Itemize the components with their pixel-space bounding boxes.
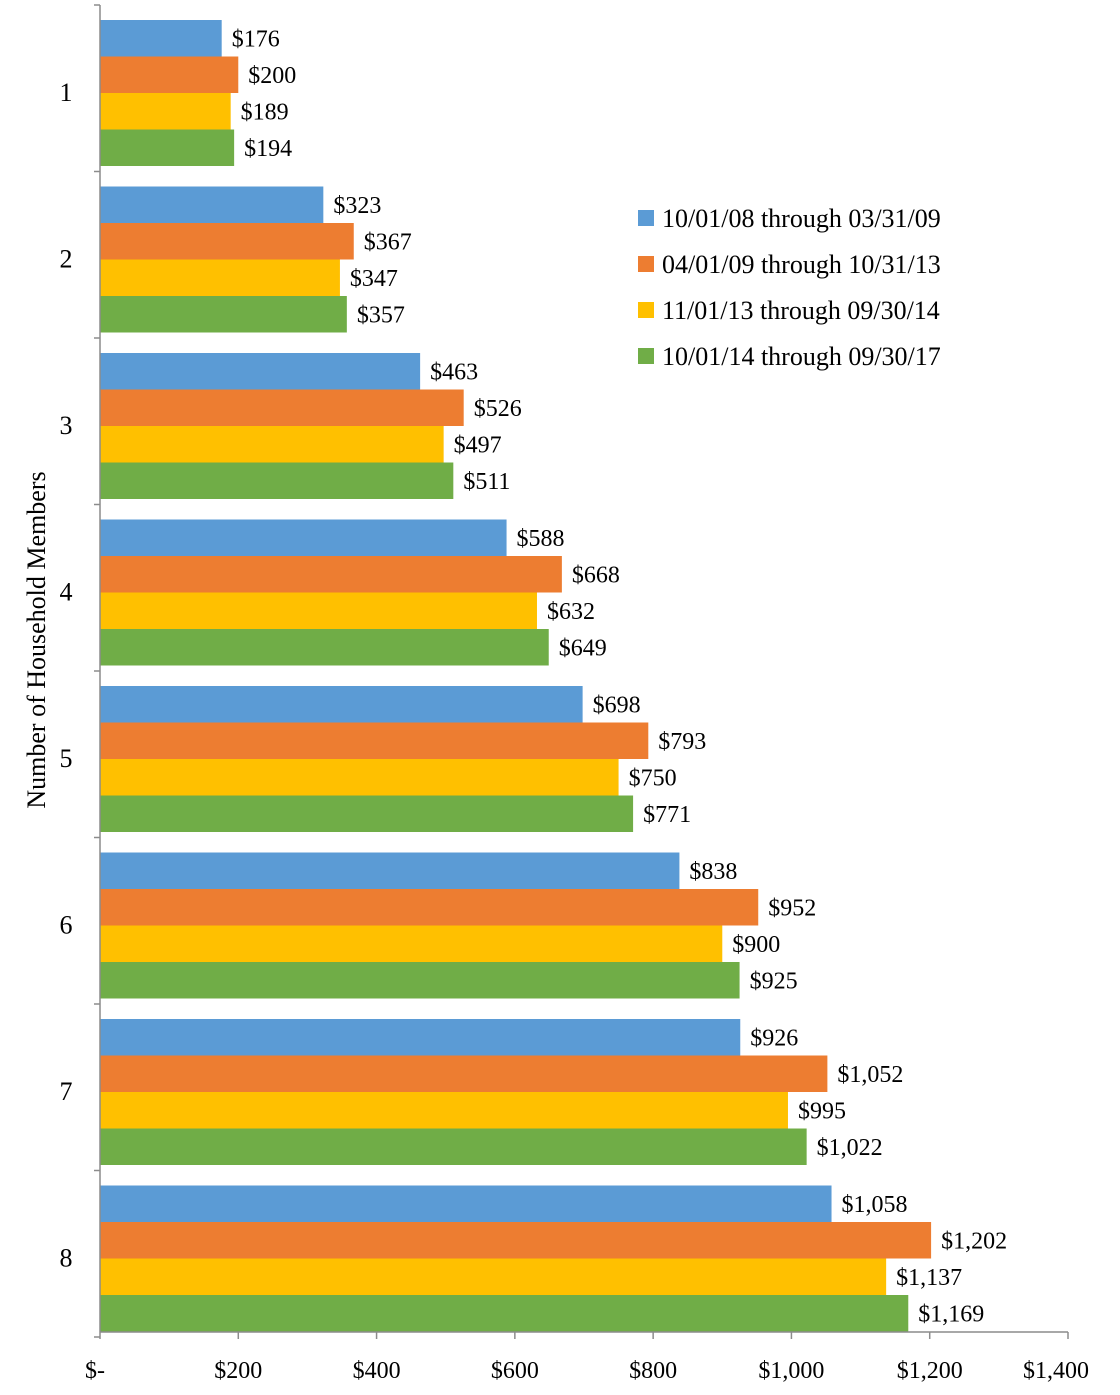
bar-3-series-1 [100,353,421,390]
bar-6-series-4 [100,962,740,999]
data-label-1-series-4: $194 [244,136,292,162]
bar-4-series-3 [100,592,537,629]
y-axis-label: Number of Household Members [22,471,51,808]
bar-1-series-1 [100,20,222,57]
x-tick-label-1400: $1,400 [1023,1358,1089,1384]
data-label-2-series-4: $357 [357,302,405,328]
bar-3-series-4 [100,462,454,499]
data-label-4-series-2: $668 [572,562,620,588]
data-label-3-series-3: $497 [454,432,502,458]
data-label-7-series-4: $1,022 [817,1135,883,1161]
legend-label-3: 11/01/13 through 09/30/14 [662,296,940,325]
bar-5-series-1 [100,686,583,723]
bar-5-series-4 [100,795,634,832]
bar-4-series-2 [100,556,562,593]
bar-4-series-1 [100,519,507,556]
y-tick-label-6: 6 [60,911,73,940]
legend-label-2: 04/01/09 through 10/31/13 [662,250,941,279]
data-label-6-series-2: $952 [768,895,816,921]
bar-3-series-2 [100,389,464,426]
legend-swatch-2 [638,256,654,272]
data-label-8-series-4: $1,169 [918,1301,984,1327]
x-tick-label-0: $- [85,1358,105,1384]
x-tick-label-200: $200 [214,1358,262,1384]
x-tick-label-1000: $1,000 [758,1358,824,1384]
data-label-7-series-1: $926 [750,1025,798,1051]
bar-2-series-1 [100,186,324,223]
bar-6-series-2 [100,889,759,926]
bar-2-series-3 [100,259,340,296]
data-label-4-series-1: $588 [517,526,565,552]
data-label-5-series-1: $698 [593,692,641,718]
bar-8-series-4 [100,1295,909,1332]
bar-1-series-3 [100,93,231,130]
data-label-6-series-1: $838 [689,859,737,885]
y-tick-label-4: 4 [60,578,73,607]
bar-2-series-4 [100,296,347,333]
legend-label-4: 10/01/14 through 09/30/17 [662,342,941,371]
data-label-5-series-3: $750 [629,765,677,791]
y-tick-label-7: 7 [60,1077,73,1106]
data-label-4-series-3: $632 [547,599,595,625]
data-label-1-series-1: $176 [232,26,280,52]
bar-7-series-4 [100,1128,807,1165]
y-tick-label-5: 5 [60,744,73,773]
data-label-6-series-4: $925 [750,968,798,994]
bars-layer [100,20,932,1332]
data-label-4-series-4: $649 [559,635,607,661]
data-label-1-series-2: $200 [248,63,296,89]
data-label-3-series-4: $511 [463,469,510,495]
data-label-7-series-2: $1,052 [837,1062,903,1088]
bar-8-series-1 [100,1185,832,1222]
data-label-8-series-3: $1,137 [896,1265,962,1291]
data-label-5-series-4: $771 [643,802,691,828]
x-tick-label-600: $600 [491,1358,539,1384]
axes-layer: 1 2 3 4 5 6 7 8 $- $200 $400 $600 $800 $1,000 $1,200 $1… [60,4,1089,1384]
bar-1-series-4 [100,129,235,166]
bar-1-series-2 [100,56,239,93]
y-tick-label-2: 2 [60,245,73,274]
bar-7-series-3 [100,1092,788,1129]
legend-swatch-4 [638,348,654,364]
data-label-5-series-2: $793 [658,729,706,755]
data-label-3-series-1: $463 [430,359,478,385]
data-label-1-series-3: $189 [241,99,289,125]
bar-5-series-3 [100,759,619,796]
bar-7-series-1 [100,1019,741,1056]
x-tick-label-800: $800 [629,1358,677,1384]
bar-3-series-3 [100,426,444,463]
y-tick-label-3: 3 [60,411,73,440]
data-label-3-series-2: $526 [474,396,522,422]
data-label-8-series-1: $1,058 [842,1192,908,1218]
legend-label-1: 10/01/08 through 03/31/09 [662,204,941,233]
data-label-2-series-3: $347 [350,266,398,292]
data-label-7-series-3: $995 [798,1098,846,1124]
data-label-8-series-2: $1,202 [941,1228,1007,1254]
legend: 10/01/08 through 03/31/09 04/01/09 throug… [638,204,941,371]
data-label-6-series-3: $900 [732,932,780,958]
legend-swatch-1 [638,210,654,226]
bar-4-series-4 [100,629,549,666]
bar-6-series-3 [100,925,723,962]
bar-5-series-2 [100,722,649,759]
x-tick-label-1200: $1,200 [897,1358,963,1384]
y-tick-label-8: 8 [60,1244,73,1273]
bar-7-series-2 [100,1055,828,1092]
data-label-2-series-1: $323 [333,193,381,219]
x-tick-label-400: $400 [353,1358,401,1384]
legend-swatch-3 [638,302,654,318]
bar-8-series-3 [100,1258,887,1295]
y-tick-label-1: 1 [60,78,73,107]
data-label-2-series-2: $367 [364,229,412,255]
bar-2-series-2 [100,223,354,260]
data-labels-layer: $176 $200 $189 $194 $323 $367 $347 $357 $463 $526… [232,26,1007,1327]
bar-8-series-2 [100,1222,932,1259]
bar-6-series-1 [100,852,680,889]
